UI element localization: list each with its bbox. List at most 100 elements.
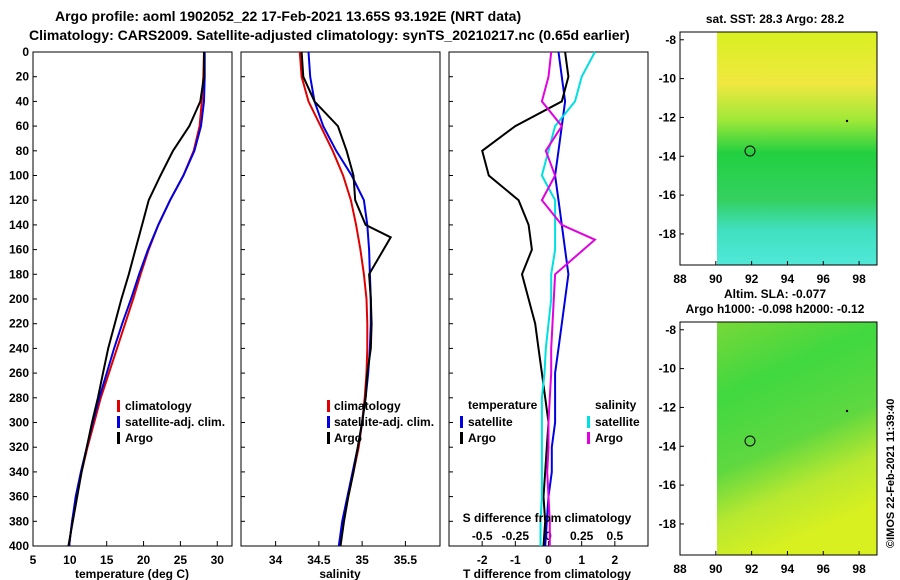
y-tick-label: 40	[16, 94, 30, 108]
map-x-tick-label: 96	[817, 272, 831, 286]
y-tick-label: 200	[9, 292, 29, 306]
sla-float-dot	[845, 409, 849, 413]
x-tick-label: 34.5	[307, 553, 331, 567]
legend-t-argo-swatch	[460, 432, 463, 444]
y-tick-label: 180	[9, 267, 29, 281]
series-line-t-satellite	[544, 51, 570, 547]
map-x-tick-label: 96	[817, 562, 831, 576]
map-y-tick-label: -16	[659, 188, 677, 202]
legend-s-argo-label: Argo	[595, 431, 623, 445]
legend-argo-label: Argo	[334, 431, 362, 445]
salinity-legend: climatology satellite-adj. clim. Argo	[327, 399, 434, 445]
map-x-tick-label: 98	[852, 272, 866, 286]
sst-argo-marker	[744, 145, 756, 157]
y-tick-label: 400	[9, 539, 29, 553]
difference-x2label: S difference from climatology	[463, 511, 632, 525]
x-tick-label: 15	[100, 553, 114, 567]
legend-climatology-swatch	[327, 400, 330, 412]
y-tick-label: 220	[9, 317, 29, 331]
legend-t-argo-label: Argo	[468, 431, 496, 445]
x-tick-label: 35.5	[394, 553, 418, 567]
y-tick-label: 60	[16, 119, 30, 133]
sst-map-axes: 88 90 92 94 96 98 -8 -10 -12 -14 -16 -18	[659, 33, 866, 286]
y-tick-label: 260	[9, 366, 29, 380]
sst-map-frame	[679, 31, 878, 266]
map-x-tick-label: 94	[781, 272, 795, 286]
legend-temperature-title: temperature	[468, 398, 538, 412]
series-line-argo	[67, 52, 205, 547]
legend-climatology-label: climatology	[334, 399, 401, 413]
map-y-tick-label: -18	[659, 227, 677, 241]
map-y-tick-label: -10	[659, 72, 677, 86]
map-y-tick-label: -8	[665, 33, 676, 47]
series-line-s-argo	[540, 51, 597, 546]
salinity-panel	[240, 51, 441, 547]
map-x-tick-label: 94	[781, 562, 795, 576]
y-tick-label: 240	[9, 341, 29, 355]
map-y-tick-label: -14	[659, 149, 677, 163]
legend-s-argo-swatch	[587, 432, 590, 444]
legend-satellite-swatch	[117, 416, 120, 428]
sla-map-frame	[679, 321, 878, 556]
difference-panel	[448, 51, 649, 547]
sla-map-nodata	[680, 322, 717, 555]
x-tick-label: 1	[578, 553, 585, 567]
header-line2: Climatology: CARS2009. Satellite-adjuste…	[29, 27, 630, 43]
map-x-tick-label: 92	[745, 562, 759, 576]
legend-satellite-label: satellite-adj. clim.	[334, 415, 434, 429]
sla-map-title2: Argo h1000: -0.098 h2000: -0.12	[686, 302, 865, 316]
map-y-tick-label: -14	[659, 439, 677, 453]
x-tick-label: 30	[211, 553, 225, 567]
legend-argo-swatch	[117, 432, 120, 444]
y-tick-label: 320	[9, 440, 29, 454]
legend-climatology-label: climatology	[125, 399, 192, 413]
x-tick-label: 5	[30, 553, 37, 567]
y-tick-label: 20	[16, 70, 30, 84]
sla-map-axes: 88 90 92 94 96 98 -8 -10 -12 -14 -16 -18	[659, 323, 866, 576]
difference-legend: temperature salinity satellite Argo sate…	[460, 398, 640, 445]
x-tick-label: -1	[510, 553, 521, 567]
y-tick-label: 360	[9, 490, 29, 504]
map-y-tick-label: -8	[665, 323, 676, 337]
legend-s-satellite-label: satellite	[595, 415, 640, 429]
y-tick-label: 80	[16, 144, 30, 158]
sla-map-title1: Altim. SLA: -0.077	[724, 287, 826, 301]
legend-climatology-swatch	[117, 400, 120, 412]
legend-t-satellite-label: satellite	[468, 415, 513, 429]
y-tick-label: 0	[22, 45, 29, 59]
temperature-axes: 0 20 40 60 80 100 120 140 160 180 200 220 240 260 280 3…	[9, 45, 224, 567]
legend-satellite-label: satellite-adj. clim.	[125, 415, 225, 429]
sst-map-title: sat. SST: 28.3 Argo: 28.2	[706, 12, 845, 26]
map-y-tick-label: -16	[659, 478, 677, 492]
header-line1: Argo profile: aoml 1902052_22 17-Feb-202…	[55, 8, 521, 24]
legend-argo-label: Argo	[125, 431, 153, 445]
salinity-axes: 34 34.5 35 35.5	[241, 51, 418, 567]
x-tick-label: -2	[477, 553, 488, 567]
x2-tick-label: 0	[545, 529, 552, 543]
x-tick-label: 25	[174, 553, 188, 567]
y-tick-label: 100	[9, 169, 29, 183]
sst-map-nodata	[680, 32, 717, 265]
x2-tick-label: -0.5	[472, 529, 493, 543]
y-tick-label: 380	[9, 514, 29, 528]
map-y-tick-label: -12	[659, 400, 677, 414]
x-tick-label: 2	[611, 553, 618, 567]
y-tick-label: 340	[9, 465, 29, 479]
x2-tick-label: 0.5	[606, 529, 623, 543]
y-tick-label: 140	[9, 218, 29, 232]
salinity-xlabel: salinity	[319, 567, 361, 580]
difference-axes: -2 -1 0 1 2 -0.5 -0.25 0 0.25 0.5	[449, 51, 623, 567]
series-line-s-satellite	[539, 51, 596, 546]
map-y-tick-label: -18	[659, 517, 677, 531]
map-x-tick-label: 92	[745, 272, 759, 286]
difference-xlabel: T difference from climatology	[463, 567, 631, 580]
map-x-tick-label: 98	[852, 562, 866, 576]
temperature-xlabel: temperature (deg C)	[75, 567, 189, 580]
temperature-legend: climatology satellite-adj. clim. Argo	[117, 399, 225, 445]
sla-map-field	[717, 322, 877, 555]
y-tick-label: 300	[9, 416, 29, 430]
x-tick-label: 20	[137, 553, 151, 567]
series-line-argo	[300, 51, 393, 547]
map-x-tick-label: 90	[709, 272, 723, 286]
x-tick-label: 35	[355, 553, 369, 567]
